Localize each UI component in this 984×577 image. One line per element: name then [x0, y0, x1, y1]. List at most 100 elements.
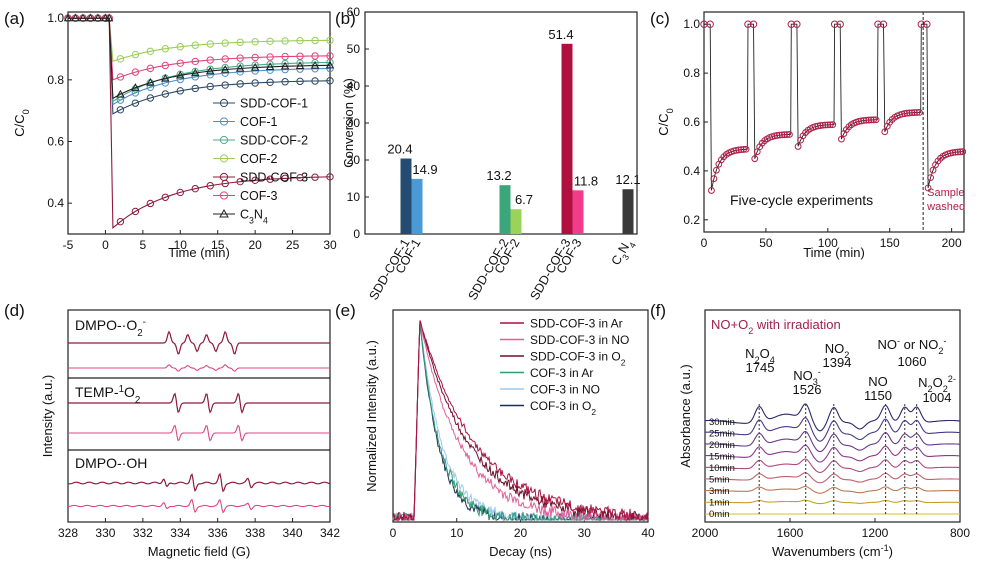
legend-text: SDD-COF-3 in O — [530, 350, 621, 364]
peak-value-1060: 1060 — [898, 354, 927, 369]
data-point-COF-1 — [131, 89, 140, 97]
peak-value-1394: 1394 — [823, 355, 852, 370]
bar-value-label: 13.2 — [486, 168, 511, 183]
data-point-COF-3 — [296, 52, 304, 60]
bar-COF-3 — [572, 190, 584, 234]
species-part: 2 — [755, 355, 760, 365]
y-tick-label: 60 — [347, 5, 361, 19]
data-point-C3N4 — [71, 13, 80, 22]
bar-COF-1 — [411, 178, 423, 234]
data-point-SDD-COF-1 — [206, 82, 214, 91]
y-tick-label: 0.4 — [47, 196, 64, 210]
time-label: 10min — [709, 463, 735, 474]
data-point — [838, 135, 845, 143]
data-point — [708, 187, 715, 194]
legend-marker-COF-1 — [219, 117, 229, 126]
category-label: C3N4 — [609, 236, 639, 269]
peak-value-1526: 1526 — [793, 382, 822, 397]
data-point-C3N4 — [280, 61, 290, 70]
data-point-COF-1 — [161, 79, 170, 87]
data-point — [740, 146, 748, 153]
data-point — [956, 148, 964, 156]
chart-title: NO+O2 with irradiation — [711, 317, 841, 336]
data-point — [749, 20, 758, 28]
bar-value-label: 6.7 — [515, 192, 533, 207]
data-point-SDD-COF-3 — [311, 173, 319, 181]
y-tick-label: 1.0 — [683, 17, 700, 31]
y-tick-label: 40 — [347, 79, 361, 93]
data-point — [773, 132, 781, 139]
cat-sub2: 4 — [627, 240, 638, 249]
data-point-COF-2 — [116, 55, 125, 63]
species-part: N — [918, 375, 927, 390]
spectrum-1min — [705, 499, 960, 505]
legend-marker-COF-2 — [219, 154, 229, 163]
data-point-COF-2 — [296, 36, 304, 45]
x-tick-label: 1200 — [862, 526, 889, 540]
chart-f-plot-frame — [704, 309, 961, 523]
species-part: 2 — [844, 350, 849, 360]
spectrum-10min — [705, 458, 961, 473]
data-point-SDD-COF-3 — [176, 188, 184, 197]
series-line-C3N4 — [68, 17, 331, 100]
legend-text-tail: N — [254, 208, 263, 222]
x-tick-label: 100 — [818, 236, 838, 250]
legend-text-sub: 2 — [591, 407, 596, 417]
peak-species-1526: NO3- — [793, 367, 821, 387]
data-point-COF-3 — [191, 57, 199, 66]
data-point-SDD-COF-3 — [161, 193, 170, 201]
x-tick-label: -5 — [63, 238, 74, 252]
data-point-SDD-COF-1 — [221, 81, 229, 89]
spectrum-30min — [705, 403, 961, 432]
legend-label-SDD-COF-3: SDD-COF-3 — [240, 171, 308, 185]
x-tick-label: 0 — [390, 526, 397, 540]
data-point-COF-2 — [221, 39, 229, 47]
data-point — [744, 20, 752, 28]
data-point-C3N4 — [265, 62, 275, 70]
panel-e: 0 10 20 30 40 Decay (ns) Normalized Intensity … — [364, 309, 655, 559]
data-point-COF-1 — [146, 83, 155, 92]
y-tick-label: 0.8 — [47, 73, 64, 87]
y-tick-label: 0.6 — [683, 115, 700, 129]
y-axis-label: Normalized Intensity (a.u.) — [364, 340, 379, 492]
data-point-COF-3 — [266, 53, 274, 61]
data-point — [898, 110, 906, 118]
data-point-COF-3 — [236, 54, 244, 62]
data-point-C3N4 — [295, 61, 305, 70]
panel-label-c: (c) — [650, 9, 670, 28]
data-point-SDD-COF-3 — [206, 182, 214, 190]
legend-text: SDD-COF-3 in Ar — [530, 317, 623, 331]
legend-label-SDD-COF-3 in Ar: SDD-COF-3 in Ar — [530, 317, 623, 331]
peak-species-1394: NO2 — [825, 341, 850, 360]
data-point — [959, 148, 967, 156]
data-point — [735, 146, 743, 154]
panel-label-a: (a) — [4, 9, 25, 28]
ylabel-main: C/C — [12, 114, 27, 136]
data-point — [927, 174, 934, 182]
legend-label-COF-3 in O2: COF-3 in O2 — [530, 399, 596, 417]
bar-value-label: 14.9 — [412, 162, 437, 177]
y-tick-label: 0 — [353, 227, 360, 241]
label-sup: - — [143, 317, 146, 328]
y-tick-label: 30 — [347, 116, 361, 130]
legend-text: C — [240, 208, 249, 222]
data-point — [954, 148, 962, 156]
data-point-SDD-COF-3 — [281, 174, 289, 183]
x-tick-label: 5 — [140, 238, 147, 252]
data-point — [814, 122, 822, 130]
x-tick-label: 10 — [450, 526, 464, 540]
data-point — [913, 109, 921, 116]
decay-curve-SDD-COF-3 in Ar — [392, 320, 649, 522]
cycle-line — [704, 23, 965, 191]
data-point — [771, 132, 778, 140]
data-point-COF-3 — [281, 52, 289, 61]
data-point-C3N4 — [104, 13, 114, 22]
epr-trace-singlet-COF-3 — [68, 424, 330, 442]
species-part: O — [933, 375, 943, 390]
data-point-SDD-COF-1 — [116, 106, 125, 114]
epr-trace-hydroxyl-SDD-COF-3 — [67, 472, 331, 493]
data-point — [906, 109, 913, 117]
series-line-SDD-COF-2 — [68, 17, 331, 103]
legend-marker-SDD-COF-1 — [219, 98, 229, 108]
data-point — [710, 175, 718, 183]
